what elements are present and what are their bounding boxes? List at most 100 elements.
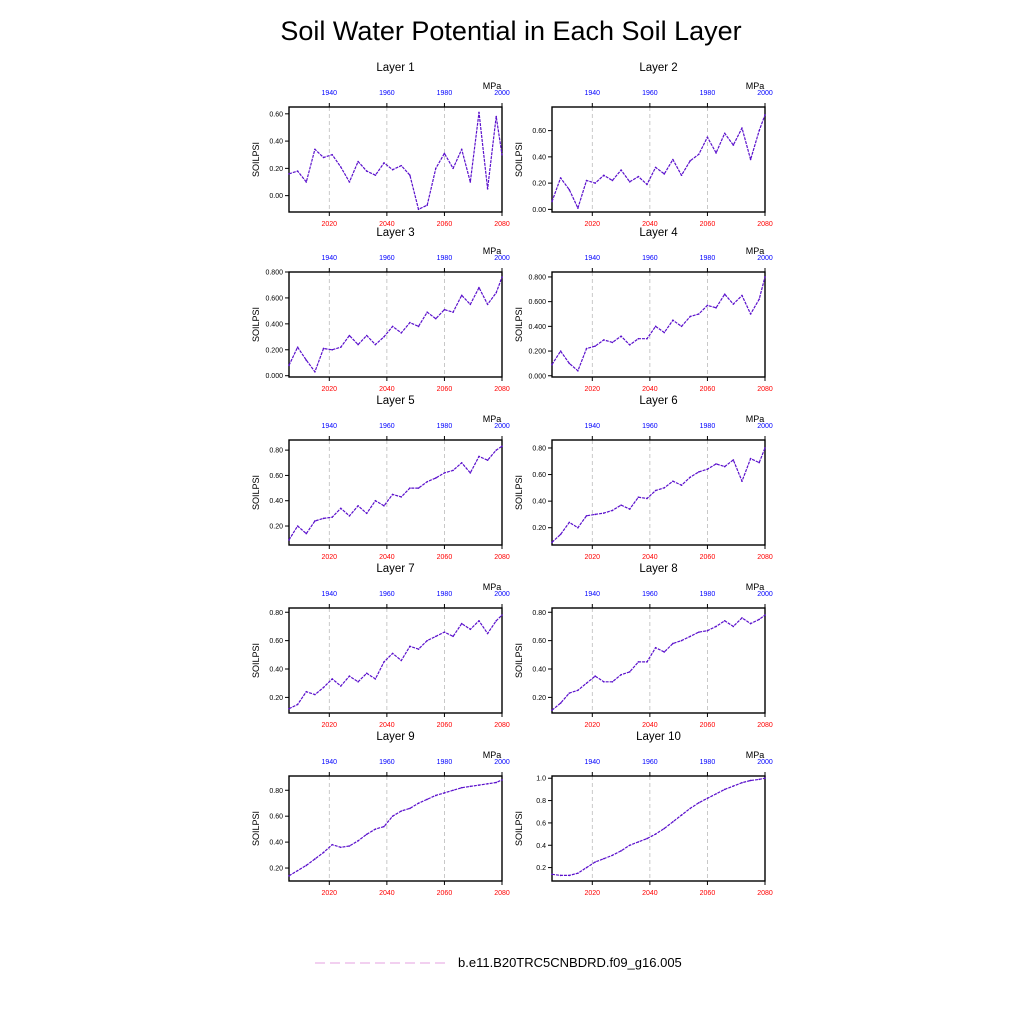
x-tick-label-top: 1980 [437, 90, 453, 97]
legend: b.e11.B20TRC5CNBDRD.f09_g16.005 [315, 955, 682, 970]
data-point [680, 174, 683, 177]
panel-8: Layer 8 MPa SOILPSI 2020 2040 2060 2080 1940 196… [514, 563, 773, 729]
y-tick-label: 0.20 [532, 525, 546, 532]
data-point [409, 487, 411, 489]
data-point [697, 313, 700, 315]
x-tick-label-top: 2000 [494, 591, 510, 598]
panel-title: Layer 4 [639, 227, 678, 239]
x-tick-label-top: 1980 [700, 255, 716, 262]
data-point [715, 625, 717, 628]
x-tick-label-top: 2000 [757, 423, 773, 430]
y-tick-label: 0.20 [269, 524, 283, 531]
data-point [340, 346, 342, 348]
data-point [620, 850, 622, 852]
data-point [434, 167, 437, 170]
x-tick-label-top: 1940 [585, 423, 601, 430]
x-tick-label-top: 1980 [437, 759, 453, 766]
data-point [426, 480, 428, 483]
data-point [296, 703, 299, 706]
data-point [365, 833, 368, 836]
data-point [495, 619, 498, 622]
data-point [611, 341, 614, 344]
data-point [409, 645, 411, 648]
data-point [348, 515, 351, 517]
data-point [559, 874, 562, 877]
units-label: MPa [483, 750, 502, 760]
plot-frame [551, 439, 766, 546]
data-point [340, 846, 342, 849]
data-point [348, 675, 351, 677]
series-line [288, 111, 503, 210]
y-tick-label: 0.00 [269, 193, 283, 200]
x-tick-label-top: 1940 [322, 423, 338, 430]
data-point [501, 276, 503, 278]
data-point [314, 371, 316, 373]
panel-7: Layer 7 MPa SOILPSI 2020 2040 2060 2080 1940 196… [251, 563, 510, 729]
panel-title: Layer 8 [639, 563, 677, 575]
x-tick-label-top: 2000 [757, 90, 773, 97]
y-tick-label: 0.600 [528, 299, 546, 306]
data-point [452, 167, 454, 170]
y-axis-label: SOILPSI [251, 643, 261, 678]
data-point [495, 781, 498, 784]
data-point [646, 183, 648, 186]
data-point [732, 144, 735, 146]
data-point [331, 678, 333, 680]
data-point [559, 533, 562, 536]
data-point [568, 188, 571, 191]
data-point [585, 514, 588, 517]
data-point [764, 777, 766, 780]
data-point [501, 153, 503, 156]
x-tick-label-top: 1960 [642, 255, 658, 262]
data-point [628, 344, 631, 346]
data-point [723, 619, 726, 622]
data-point [741, 127, 743, 129]
y-tick-label: 0.60 [532, 128, 546, 135]
y-tick-label: 0.60 [532, 472, 546, 479]
data-point [603, 174, 605, 177]
data-point [469, 181, 472, 183]
x-tick-label-top: 1960 [379, 423, 395, 430]
data-point [374, 678, 377, 680]
data-point [365, 334, 368, 337]
data-point [672, 480, 674, 483]
x-tick-label-bottom: 2080 [494, 722, 510, 729]
data-point [585, 682, 588, 685]
data-point [568, 362, 571, 365]
data-point [469, 303, 472, 306]
data-point [478, 455, 480, 458]
data-point [603, 339, 605, 341]
x-tick-label-top: 2000 [757, 759, 773, 766]
data-point [585, 866, 588, 869]
data-point [314, 520, 316, 522]
data-point [697, 471, 700, 473]
y-axis-label: SOILPSI [251, 142, 261, 177]
data-point [452, 789, 454, 792]
data-point [443, 792, 446, 794]
data-point [758, 298, 761, 300]
data-point [417, 648, 420, 650]
data-point [611, 179, 614, 182]
data-point [400, 659, 403, 662]
panel-4: Layer 4 MPa SOILPSI 2020 2040 2060 2080 1940 196… [514, 227, 773, 393]
data-point [559, 177, 562, 179]
data-point [594, 513, 596, 516]
x-tick-label-top: 1940 [585, 591, 601, 598]
data-point [715, 463, 717, 465]
data-point [365, 672, 368, 675]
y-tick-label: 0.400 [528, 324, 546, 331]
data-point [628, 181, 631, 183]
data-point [434, 794, 437, 797]
data-point [646, 661, 648, 663]
x-tick-label-top: 1980 [700, 759, 716, 766]
data-point [663, 651, 666, 653]
data-point [551, 709, 553, 711]
y-tick-label: 0.20 [269, 695, 283, 702]
data-point [486, 782, 489, 785]
panel-5: Layer 5 MPa SOILPSI 2020 2040 2060 2080 1940 196… [251, 395, 510, 561]
data-point [551, 363, 553, 366]
y-tick-label: 0.40 [269, 139, 283, 146]
x-tick-label-bottom: 2020 [322, 890, 338, 897]
data-point [391, 168, 394, 171]
x-tick-label-bottom: 2020 [585, 221, 601, 228]
